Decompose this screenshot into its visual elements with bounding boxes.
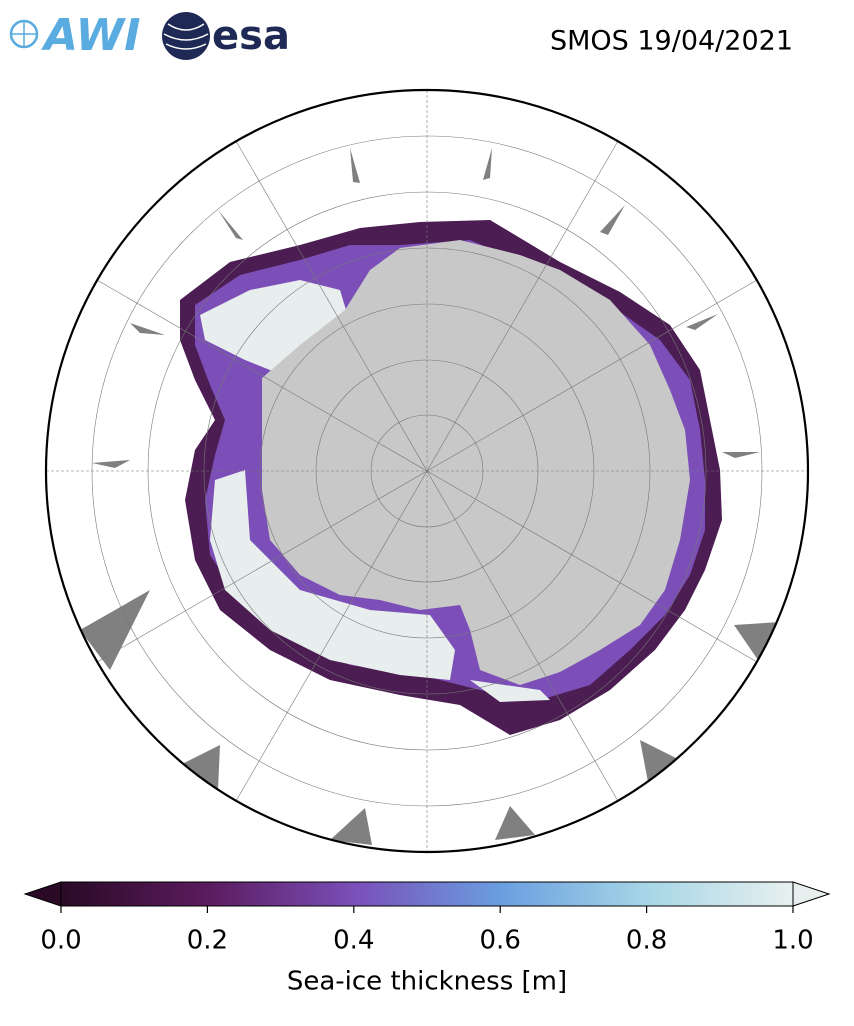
colorbar-tick-label: 0.6: [480, 926, 521, 956]
colorbar-ramp: [60, 881, 794, 907]
graticule: [46, 90, 808, 852]
colorbar-tick-label: 0.2: [187, 926, 228, 956]
colorbar-tick-label: 0.8: [626, 926, 667, 956]
colorbar-tick-label: 0.0: [40, 926, 81, 956]
ocean-mask: [80, 148, 780, 845]
colorbar: Sea-ice thickness [m] 0.0 0.2 0.4 0.6 0.8 1.0: [23, 881, 831, 997]
map-title: SMOS 19/04/2021: [550, 26, 793, 57]
esa-logo: esa: [162, 12, 290, 60]
sea-ice-thick: [200, 280, 550, 702]
map: [46, 90, 808, 852]
awi-logo: AWI: [9, 10, 141, 61]
esa-logo-text: esa: [212, 13, 290, 59]
map-frame: [44, 88, 810, 854]
antarctica: [262, 240, 690, 685]
colorbar-extend-high: [792, 881, 831, 907]
colorbar-tick-label: 1.0: [772, 926, 813, 956]
awi-logo-text: AWI: [41, 10, 141, 61]
colorbar-label: Sea-ice thickness [m]: [287, 967, 567, 997]
colorbar-tick-label: 0.4: [333, 926, 374, 956]
colorbar-extend-low: [23, 881, 62, 907]
